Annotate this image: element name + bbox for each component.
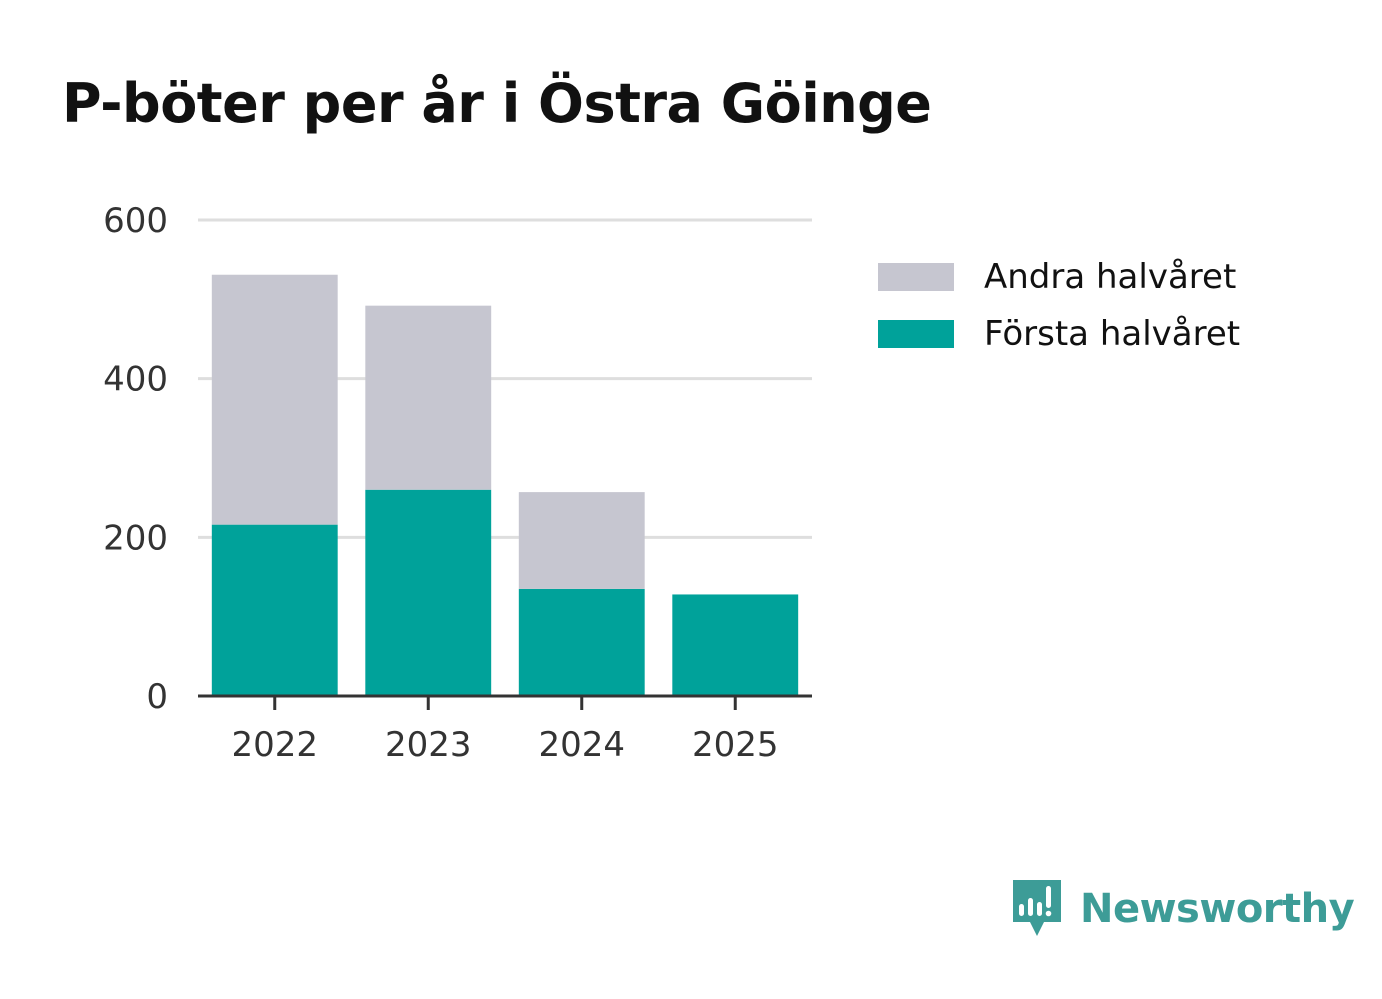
bar xyxy=(365,305,492,490)
x-tick-label: 2023 xyxy=(385,725,472,765)
bar xyxy=(672,594,799,696)
newsworthy-logo-icon xyxy=(1013,880,1061,936)
bar xyxy=(211,274,338,525)
chart-title: P-böter per år i Östra Göinge xyxy=(62,72,932,135)
bars xyxy=(211,274,799,696)
bar xyxy=(518,588,645,696)
y-tick-label: 200 xyxy=(103,518,168,558)
x-tick-label: 2024 xyxy=(538,725,625,765)
bar xyxy=(211,524,338,696)
legend-swatch xyxy=(878,262,954,291)
legend-item-andra-halvaret: Andra halvåret xyxy=(878,248,1240,305)
legend-label: Andra halvåret xyxy=(984,256,1237,297)
legend: Andra halvåret Första halvåret xyxy=(878,248,1240,362)
bar xyxy=(518,492,645,589)
brand-name: Newsworthy xyxy=(1080,886,1355,932)
x-tick-label: 2025 xyxy=(692,725,779,765)
axes: 0 200 400 600 2022 2023 2024 2025 xyxy=(103,201,812,765)
legend-item-forsta-halvaret: Första halvåret xyxy=(878,305,1240,362)
legend-swatch xyxy=(878,319,954,348)
bar xyxy=(365,489,492,696)
y-tick-label: 0 xyxy=(146,677,168,717)
y-tick-label: 600 xyxy=(103,201,168,241)
x-tick-label: 2022 xyxy=(231,725,318,765)
y-tick-label: 400 xyxy=(103,360,168,400)
legend-label: Första halvåret xyxy=(984,313,1241,354)
brand-logo: Newsworthy xyxy=(1010,878,1355,940)
